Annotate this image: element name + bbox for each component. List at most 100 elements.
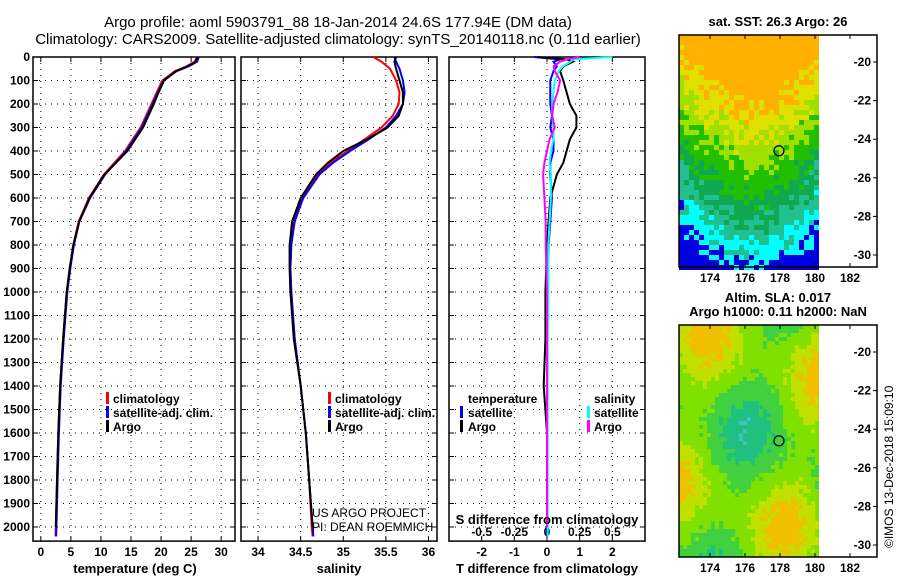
map-cell — [783, 533, 787, 537]
map-cell — [755, 433, 759, 437]
map-cell — [783, 541, 787, 545]
map-cell — [767, 377, 771, 381]
map-cell — [709, 255, 714, 260]
map-cell — [751, 413, 755, 417]
map-cell — [679, 553, 683, 557]
map-cell — [704, 90, 709, 95]
legend-label: climatology — [113, 392, 180, 406]
map-cell — [709, 65, 714, 70]
map-cell — [689, 205, 694, 210]
map-cell — [729, 150, 734, 155]
map-cell — [809, 240, 814, 245]
map-cell — [687, 373, 691, 377]
map-cell — [707, 489, 711, 493]
map-cell — [809, 55, 814, 60]
map-cell — [683, 541, 687, 545]
map-cell — [799, 489, 803, 493]
map-cell — [783, 529, 787, 533]
map-cell — [695, 349, 699, 353]
map-cell — [687, 453, 691, 457]
map-cell — [735, 413, 739, 417]
map-cell — [779, 529, 783, 533]
map-cell — [744, 210, 749, 215]
map-cell — [809, 35, 814, 40]
map-cell — [763, 397, 767, 401]
map-cell — [704, 70, 709, 75]
map-cell — [755, 441, 759, 445]
map-cell — [679, 481, 683, 485]
map-cell — [734, 130, 739, 135]
map-cell — [804, 220, 809, 225]
map-cell — [771, 489, 775, 493]
map-cell — [723, 325, 727, 329]
map-cell — [729, 120, 734, 125]
map-cell — [714, 45, 719, 50]
map-cell — [723, 393, 727, 397]
map-cell — [703, 497, 707, 501]
map-cell — [699, 497, 703, 501]
map-cell — [679, 373, 683, 377]
map-cell — [679, 457, 683, 461]
map-cell — [809, 235, 814, 240]
map-cell — [799, 260, 804, 265]
map-cell — [759, 353, 763, 357]
map-cell — [799, 150, 804, 155]
map-cell — [815, 441, 819, 445]
map-cell — [783, 517, 787, 521]
map-cell — [744, 200, 749, 205]
map-cell — [691, 449, 695, 453]
map-cell — [727, 369, 731, 373]
map-cell — [767, 533, 771, 537]
map-cell — [784, 140, 789, 145]
map-cell — [755, 517, 759, 521]
map-cell — [711, 501, 715, 505]
map-cell — [759, 481, 763, 485]
map-cell — [687, 517, 691, 521]
map-cell — [739, 541, 743, 545]
map-cell — [787, 553, 791, 557]
map-cell — [779, 349, 783, 353]
map-cell — [687, 357, 691, 361]
map-cell — [779, 497, 783, 501]
map-cell — [754, 95, 759, 100]
map-cell — [724, 115, 729, 120]
depth-tick-label: 1100 — [4, 309, 30, 323]
map-cell — [803, 437, 807, 441]
map-cell — [811, 541, 815, 545]
map-cell — [747, 389, 751, 393]
map-cell — [734, 90, 739, 95]
map-cell — [791, 341, 795, 345]
map-cell — [779, 100, 784, 105]
map-cell — [795, 337, 799, 341]
map-cell — [703, 401, 707, 405]
map-cell — [811, 357, 815, 361]
map-cell — [779, 417, 783, 421]
map-cell — [744, 255, 749, 260]
map-cell — [719, 533, 723, 537]
map-cell — [803, 369, 807, 373]
map-cell — [763, 353, 767, 357]
map-cell — [734, 95, 739, 100]
map-cell — [694, 145, 699, 150]
map-cell — [754, 190, 759, 195]
map-cell — [789, 60, 794, 65]
map-cell — [815, 529, 819, 533]
map-cell — [724, 105, 729, 110]
map-cell — [743, 517, 747, 521]
map-cell — [771, 429, 775, 433]
map-cell — [703, 537, 707, 541]
map-cell — [775, 417, 779, 421]
map-cell — [764, 230, 769, 235]
map-cell — [771, 397, 775, 401]
map-cell — [683, 465, 687, 469]
map-cell — [814, 180, 819, 185]
map-cell — [815, 445, 819, 449]
map-cell — [735, 485, 739, 489]
map-cell — [774, 120, 779, 125]
map-cell — [695, 337, 699, 341]
map-cell — [719, 245, 724, 250]
map-cell — [679, 165, 684, 170]
map-cell — [731, 417, 735, 421]
map-cell — [707, 525, 711, 529]
map-cell — [684, 45, 689, 50]
